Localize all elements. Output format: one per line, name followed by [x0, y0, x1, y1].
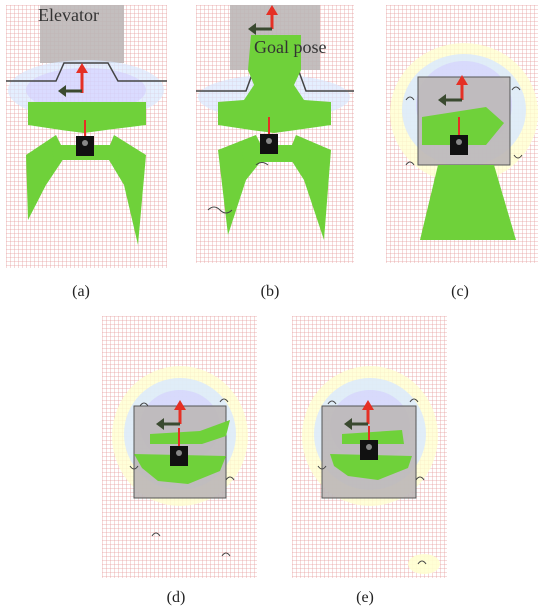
footprint-region	[150, 420, 230, 444]
footprint-region	[218, 35, 331, 133]
footprint-region	[342, 430, 404, 444]
elevator-region	[40, 5, 124, 63]
panel-b: Goal pose	[196, 5, 354, 263]
panel-c-map	[386, 5, 538, 263]
panel-d-map	[102, 316, 257, 578]
panel-b-map	[196, 5, 354, 263]
panel-d	[102, 316, 257, 578]
caption-a: (a)	[72, 283, 90, 300]
panel-e-map	[292, 316, 447, 578]
panel-a: Elevator	[6, 5, 167, 268]
caption-e: (e)	[356, 589, 374, 606]
panel-a-map	[6, 5, 167, 268]
wall-line	[6, 62, 167, 82]
goal-pose-label: Goal pose	[254, 37, 327, 57]
caption-d: (d)	[166, 589, 186, 606]
footprint-region	[28, 102, 146, 133]
panel-c	[386, 5, 538, 263]
elevator-label: Elevator	[38, 5, 99, 25]
footprint-region	[422, 107, 504, 145]
caption-c: (c)	[451, 283, 469, 300]
caption-b: (b)	[260, 283, 280, 300]
panel-e	[292, 316, 447, 578]
